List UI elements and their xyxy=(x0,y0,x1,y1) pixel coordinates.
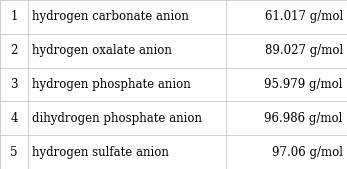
Text: hydrogen phosphate anion: hydrogen phosphate anion xyxy=(32,78,191,91)
Text: 1: 1 xyxy=(10,10,18,23)
Text: 3: 3 xyxy=(10,78,18,91)
Text: hydrogen sulfate anion: hydrogen sulfate anion xyxy=(32,146,169,159)
Text: 2: 2 xyxy=(10,44,18,57)
Text: 97.06 g/mol: 97.06 g/mol xyxy=(272,146,343,159)
Text: 95.979 g/mol: 95.979 g/mol xyxy=(264,78,343,91)
Text: 5: 5 xyxy=(10,146,18,159)
Text: 61.017 g/mol: 61.017 g/mol xyxy=(264,10,343,23)
Text: 4: 4 xyxy=(10,112,18,125)
Text: dihydrogen phosphate anion: dihydrogen phosphate anion xyxy=(32,112,202,125)
Text: 89.027 g/mol: 89.027 g/mol xyxy=(264,44,343,57)
Text: 96.986 g/mol: 96.986 g/mol xyxy=(264,112,343,125)
Text: hydrogen oxalate anion: hydrogen oxalate anion xyxy=(32,44,172,57)
Text: hydrogen carbonate anion: hydrogen carbonate anion xyxy=(32,10,189,23)
